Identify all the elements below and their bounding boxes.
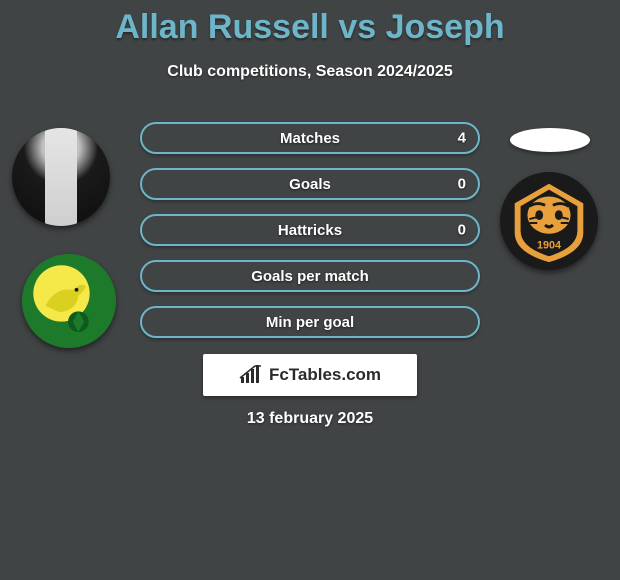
player1-photo xyxy=(12,128,110,226)
player2-club-badge: 1904 xyxy=(500,172,598,270)
brand-badge[interactable]: FcTables.com xyxy=(203,354,417,396)
brand-text: FcTables.com xyxy=(269,365,381,385)
stat-label: Matches xyxy=(280,130,340,147)
stat-value-right: 0 xyxy=(458,176,466,193)
stat-row-goals-per-match: Goals per match xyxy=(140,260,480,292)
stat-value-right: 4 xyxy=(458,130,466,147)
subtitle: Club competitions, Season 2024/2025 xyxy=(0,63,620,81)
svg-text:1904: 1904 xyxy=(537,239,561,251)
stat-label: Goals xyxy=(289,176,331,193)
canary-badge-icon xyxy=(22,254,116,348)
player2-photo xyxy=(510,128,590,152)
player1-club-badge xyxy=(22,254,116,348)
stat-label: Min per goal xyxy=(266,314,354,331)
stat-label: Hattricks xyxy=(278,222,342,239)
stat-row-goals: Goals 0 xyxy=(140,168,480,200)
bar-chart-icon xyxy=(239,365,263,385)
stat-label: Goals per match xyxy=(251,268,369,285)
date-text: 13 february 2025 xyxy=(0,410,620,428)
page-title: Allan Russell vs Joseph xyxy=(0,0,620,47)
stat-row-hattricks: Hattricks 0 xyxy=(140,214,480,246)
stat-row-min-per-goal: Min per goal xyxy=(140,306,480,338)
stats-list: Matches 4 Goals 0 Hattricks 0 Goals per … xyxy=(140,122,480,338)
stat-value-right: 0 xyxy=(458,222,466,239)
stat-row-matches: Matches 4 xyxy=(140,122,480,154)
tiger-badge-icon: 1904 xyxy=(500,172,598,270)
